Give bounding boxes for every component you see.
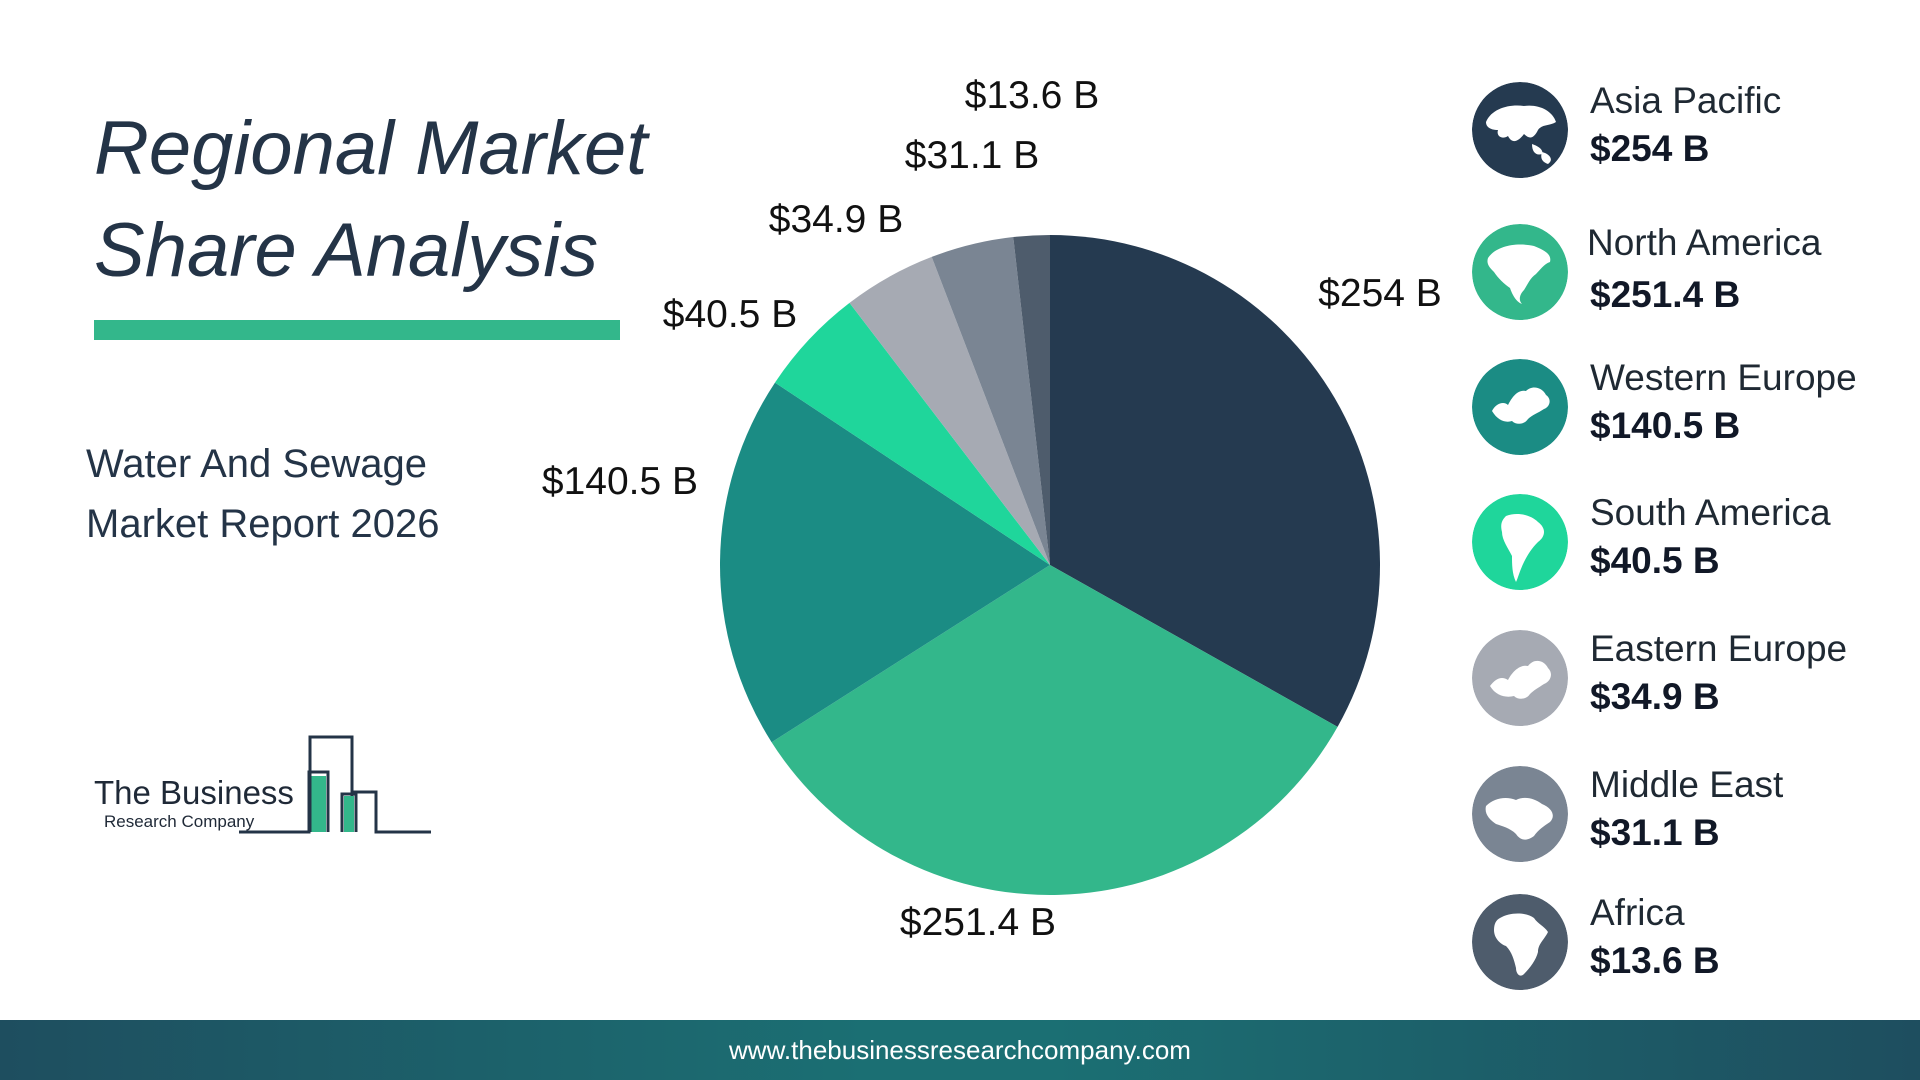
logo-text-line-2: Research Company: [104, 812, 255, 831]
pie-data-label: $13.6 B: [965, 74, 1099, 117]
pie-slice-asia-pacific: [1050, 234, 1381, 727]
pie-slice-eastern-europe: [849, 256, 1050, 565]
legend-name: Africa: [1590, 892, 1685, 933]
legend-name: Western Europe: [1590, 357, 1857, 398]
legend-value: $13.6 B: [1590, 940, 1720, 981]
page-title: Regional Market Share Analysis: [94, 98, 714, 302]
pie-slice-south-america: [775, 302, 1050, 565]
report-subtitle: Water And Sewage Market Report 2026: [86, 434, 440, 554]
legend-item-asia-pacific: Asia Pacific $254 B: [1472, 80, 1912, 180]
legend-item-middle-east: Middle East $31.1 B: [1472, 764, 1912, 864]
legend-name: South America: [1590, 492, 1831, 533]
south-america-map-icon: [1472, 494, 1568, 590]
eastern-europe-map-icon: [1472, 630, 1568, 726]
pie-slice-north-america: [771, 565, 1338, 896]
legend-value: $40.5 B: [1590, 540, 1720, 581]
legend-name: Asia Pacific: [1590, 80, 1782, 121]
footer-bar: www.thebusinessresearchcompany.com: [0, 1020, 1920, 1080]
africa-map-icon: [1472, 894, 1568, 990]
western-europe-map-icon: [1472, 359, 1568, 455]
title-line-1: Regional Market: [94, 106, 648, 191]
subtitle-line-2: Market Report 2026: [86, 502, 440, 546]
pie-data-label: $254 B: [1318, 272, 1442, 315]
legend-value: $34.9 B: [1590, 676, 1720, 717]
pie-slice-middle-east: [931, 237, 1050, 566]
logo-text-line-1: The Business: [94, 774, 294, 811]
pie-data-label: $40.5 B: [663, 293, 797, 336]
subtitle-line-1: Water And Sewage: [86, 442, 427, 486]
legend-item-africa: Africa $13.6 B: [1472, 892, 1912, 992]
logo-buildings-graphic: [239, 735, 431, 834]
pie-data-label: $251.4 B: [900, 901, 1056, 944]
pie-chart: $254 B $251.4 B $140.5 B $40.5 B $34.9 B$31.…: [542, 74, 1442, 944]
title-line-2: Share Analysis: [94, 208, 599, 293]
legend-name: North America: [1587, 222, 1822, 263]
asia-map-icon: [1472, 82, 1568, 178]
legend-value: $254 B: [1590, 128, 1710, 169]
pie-data-label: $140.5 B: [542, 460, 698, 503]
pie-slice-africa: [1013, 234, 1050, 565]
legend-name: Eastern Europe: [1590, 628, 1848, 669]
pie-data-label: $34.9 B: [769, 198, 903, 241]
middle-east-map-icon: [1472, 766, 1568, 862]
footer-url-link[interactable]: www.thebusinessresearchcompany.com: [729, 1035, 1191, 1065]
title-accent-bar: [94, 320, 620, 340]
legend-value: $31.1 B: [1590, 812, 1720, 853]
legend-item-western-europe: Western Europe $140.5 B: [1472, 357, 1912, 457]
legend-item-north-america: North America $251.4 B: [1472, 222, 1912, 322]
north-america-map-icon: [1472, 224, 1568, 320]
legend-name: Middle East: [1590, 764, 1784, 805]
pie-slice-western-europe: [719, 382, 1050, 743]
legend-item-south-america: South America $40.5 B: [1472, 492, 1912, 592]
legend-value: $251.4 B: [1590, 274, 1741, 315]
legend-value: $140.5 B: [1590, 405, 1741, 446]
pie-data-label: $31.1 B: [905, 134, 1039, 177]
legend-item-eastern-europe: Eastern Europe $34.9 B: [1472, 628, 1912, 728]
company-logo: The Business Research Company: [94, 732, 434, 842]
